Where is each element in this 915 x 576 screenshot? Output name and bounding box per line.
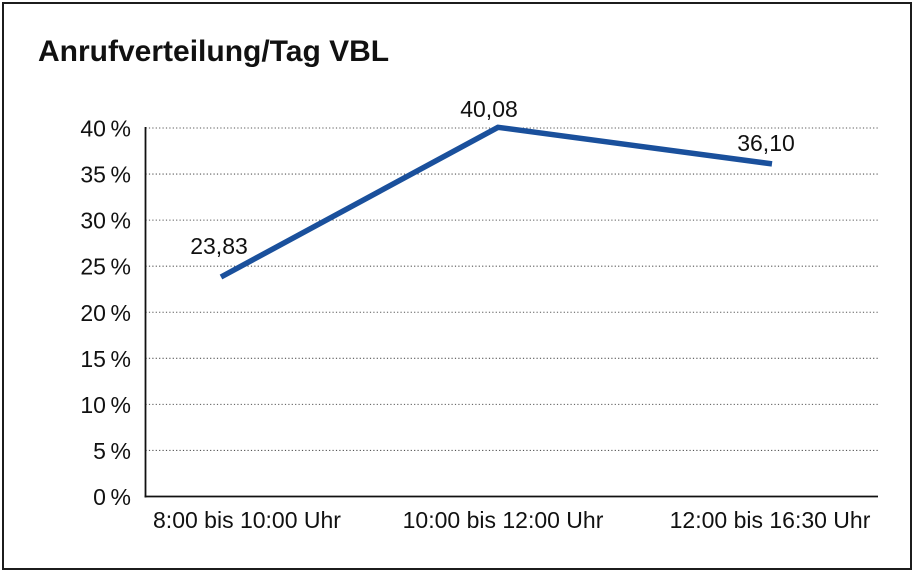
- data-value-label: 40,08: [460, 96, 518, 122]
- data-value-label: 36,10: [737, 130, 795, 156]
- x-category-label: 10:00 bis 12:00 Uhr: [403, 507, 604, 533]
- x-category-label: 12:00 bis 16:30 Uhr: [670, 507, 871, 533]
- y-tick-label: 0 %: [93, 484, 131, 510]
- x-category-label: 8:00 bis 10:00 Uhr: [153, 507, 341, 533]
- chart-title: Anrufverteilung/Tag VBL: [38, 35, 390, 68]
- y-tick-label: 25 %: [80, 254, 131, 280]
- line-chart-plot-area: 0 % 5 % 10 % 15 % 20 % 25 % 30 % 35 % 40 % 8:00 b…: [80, 96, 878, 533]
- y-tick-label: 20 %: [80, 300, 131, 326]
- y-tick-label: 10 %: [80, 392, 131, 418]
- y-tick-label: 35 %: [80, 162, 131, 188]
- data-value-label: 23,83: [190, 233, 248, 259]
- y-tick-label: 30 %: [80, 208, 131, 234]
- y-tick-label: 5 %: [93, 438, 131, 464]
- y-tick-label: 15 %: [80, 346, 131, 372]
- y-tick-label: 40 %: [80, 116, 131, 142]
- data-series-line: [219, 124, 773, 280]
